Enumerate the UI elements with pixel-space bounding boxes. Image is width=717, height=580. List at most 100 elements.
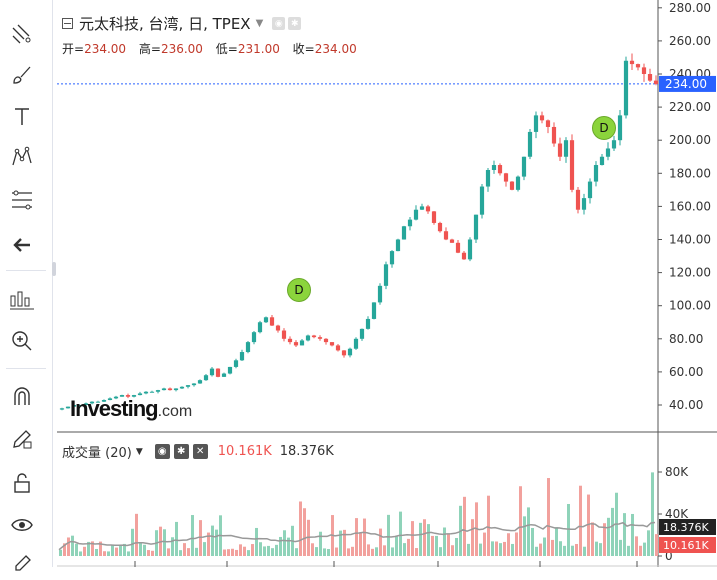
volume-bar — [471, 519, 474, 556]
volume-bar — [427, 524, 430, 556]
crosshair-lines-icon[interactable] — [6, 18, 38, 50]
volume-bar — [651, 472, 654, 556]
volume-bar — [191, 515, 194, 556]
volume-bar — [135, 513, 138, 556]
chart-canvas[interactable]: 280.00260.00240.00220.00200.00180.00160.… — [57, 0, 717, 567]
candle — [653, 80, 659, 84]
volume-bar — [119, 545, 122, 556]
candle — [167, 388, 173, 391]
volume-bar — [495, 541, 498, 556]
candle — [101, 400, 107, 402]
dividend-marker[interactable]: D — [287, 278, 311, 302]
candle — [479, 186, 485, 215]
high-label: 高= — [138, 42, 161, 56]
volume-bar — [163, 529, 166, 556]
volume-bar — [479, 543, 482, 556]
candle — [185, 385, 191, 387]
price-tick-label: 160.00 — [669, 199, 711, 213]
volume-bar — [403, 543, 406, 556]
collapse-icon[interactable] — [62, 18, 73, 29]
candle — [581, 198, 587, 210]
trash-icon[interactable] — [6, 548, 38, 580]
volume-legend: 成交量 (20) ▼ ◉ ✱ ✕ 10.161K 18.376K — [62, 442, 334, 461]
magnet-icon[interactable] — [6, 381, 38, 413]
gear-icon[interactable]: ✱ — [173, 444, 189, 459]
price-tick-label: 40.00 — [669, 398, 703, 412]
volume-bar — [611, 507, 614, 556]
candle — [503, 173, 509, 182]
volume-bar — [579, 485, 582, 556]
candle — [545, 120, 551, 127]
volume-bar — [123, 543, 126, 556]
volume-bar — [407, 538, 410, 556]
symbol-legend: 元太科技, 台湾, 日, TPEX ▼ ◉ ✱ — [62, 13, 302, 34]
candle — [551, 126, 557, 144]
drawing-toolbar — [0, 0, 53, 571]
high-value: 236.00 — [160, 42, 203, 56]
chevron-down-icon[interactable]: ▼ — [135, 446, 143, 457]
text-icon[interactable] — [6, 100, 38, 132]
candle — [527, 131, 533, 157]
candle — [281, 330, 287, 339]
price-tick-label: 260.00 — [669, 34, 711, 48]
eye-icon[interactable]: ◉ — [154, 444, 170, 459]
pattern-icon[interactable] — [6, 141, 38, 173]
candle — [443, 231, 449, 240]
eye-icon[interactable] — [6, 509, 38, 541]
candle — [77, 405, 83, 406]
volume-tick-label: 80K — [665, 465, 689, 479]
candle — [203, 375, 209, 381]
candle — [179, 386, 185, 389]
chart-area[interactable]: 280.00 260.00 240.00 220.00 200.00 180.00 160.… — [57, 0, 717, 567]
candle — [143, 391, 149, 394]
candle — [575, 189, 581, 210]
candle — [221, 373, 227, 377]
volume-bar — [91, 541, 94, 556]
candle — [593, 165, 599, 182]
volume-bar — [387, 514, 390, 556]
investing-watermark: Investing.com — [70, 396, 192, 422]
volume-bar — [559, 541, 562, 556]
volume-bar — [359, 532, 362, 556]
volume-bar — [583, 546, 586, 556]
candle — [509, 181, 515, 190]
volume-bar — [655, 534, 658, 556]
candle — [239, 352, 245, 361]
price-tick-label: 200.00 — [669, 133, 711, 147]
price-tick-label: 120.00 — [669, 266, 711, 280]
candle — [587, 181, 593, 199]
candle — [305, 335, 311, 341]
toolbar-resize-handle[interactable] — [52, 262, 56, 276]
back-arrow-icon[interactable] — [6, 229, 38, 261]
volume-bar — [323, 548, 326, 556]
symbol-title[interactable]: 元太科技, 台湾, 日, TPEX — [79, 15, 251, 33]
zoom-icon[interactable] — [6, 325, 38, 357]
volume-bar — [287, 537, 290, 556]
chevron-down-icon[interactable]: ▼ — [255, 18, 264, 29]
fib-icon[interactable] — [6, 184, 38, 216]
candle — [623, 60, 629, 116]
volume-bar — [75, 543, 78, 556]
candle — [533, 115, 539, 132]
volume-bar — [275, 544, 278, 556]
lock-pencil-icon[interactable] — [6, 423, 38, 455]
candle — [647, 74, 653, 81]
watermark-brand: Investing — [70, 396, 159, 421]
volume-bar — [643, 542, 646, 556]
dividend-marker[interactable]: D — [592, 116, 616, 140]
close-icon[interactable]: ✕ — [192, 444, 208, 459]
gear-icon[interactable]: ✱ — [288, 17, 302, 30]
brush-icon[interactable] — [6, 59, 38, 91]
lock-icon[interactable] — [6, 467, 38, 499]
candle — [155, 390, 161, 392]
eye-icon[interactable]: ◉ — [272, 17, 286, 30]
volume-title[interactable]: 成交量 (20) — [62, 446, 132, 461]
candle — [71, 405, 77, 407]
volume-ma-line — [58, 521, 656, 551]
volume-bar — [203, 542, 206, 556]
volume-bar — [335, 547, 338, 556]
volume-bar — [547, 478, 550, 556]
low-label: 低= — [215, 42, 238, 56]
measure-icon[interactable] — [6, 284, 38, 316]
volume-bar — [487, 495, 490, 556]
